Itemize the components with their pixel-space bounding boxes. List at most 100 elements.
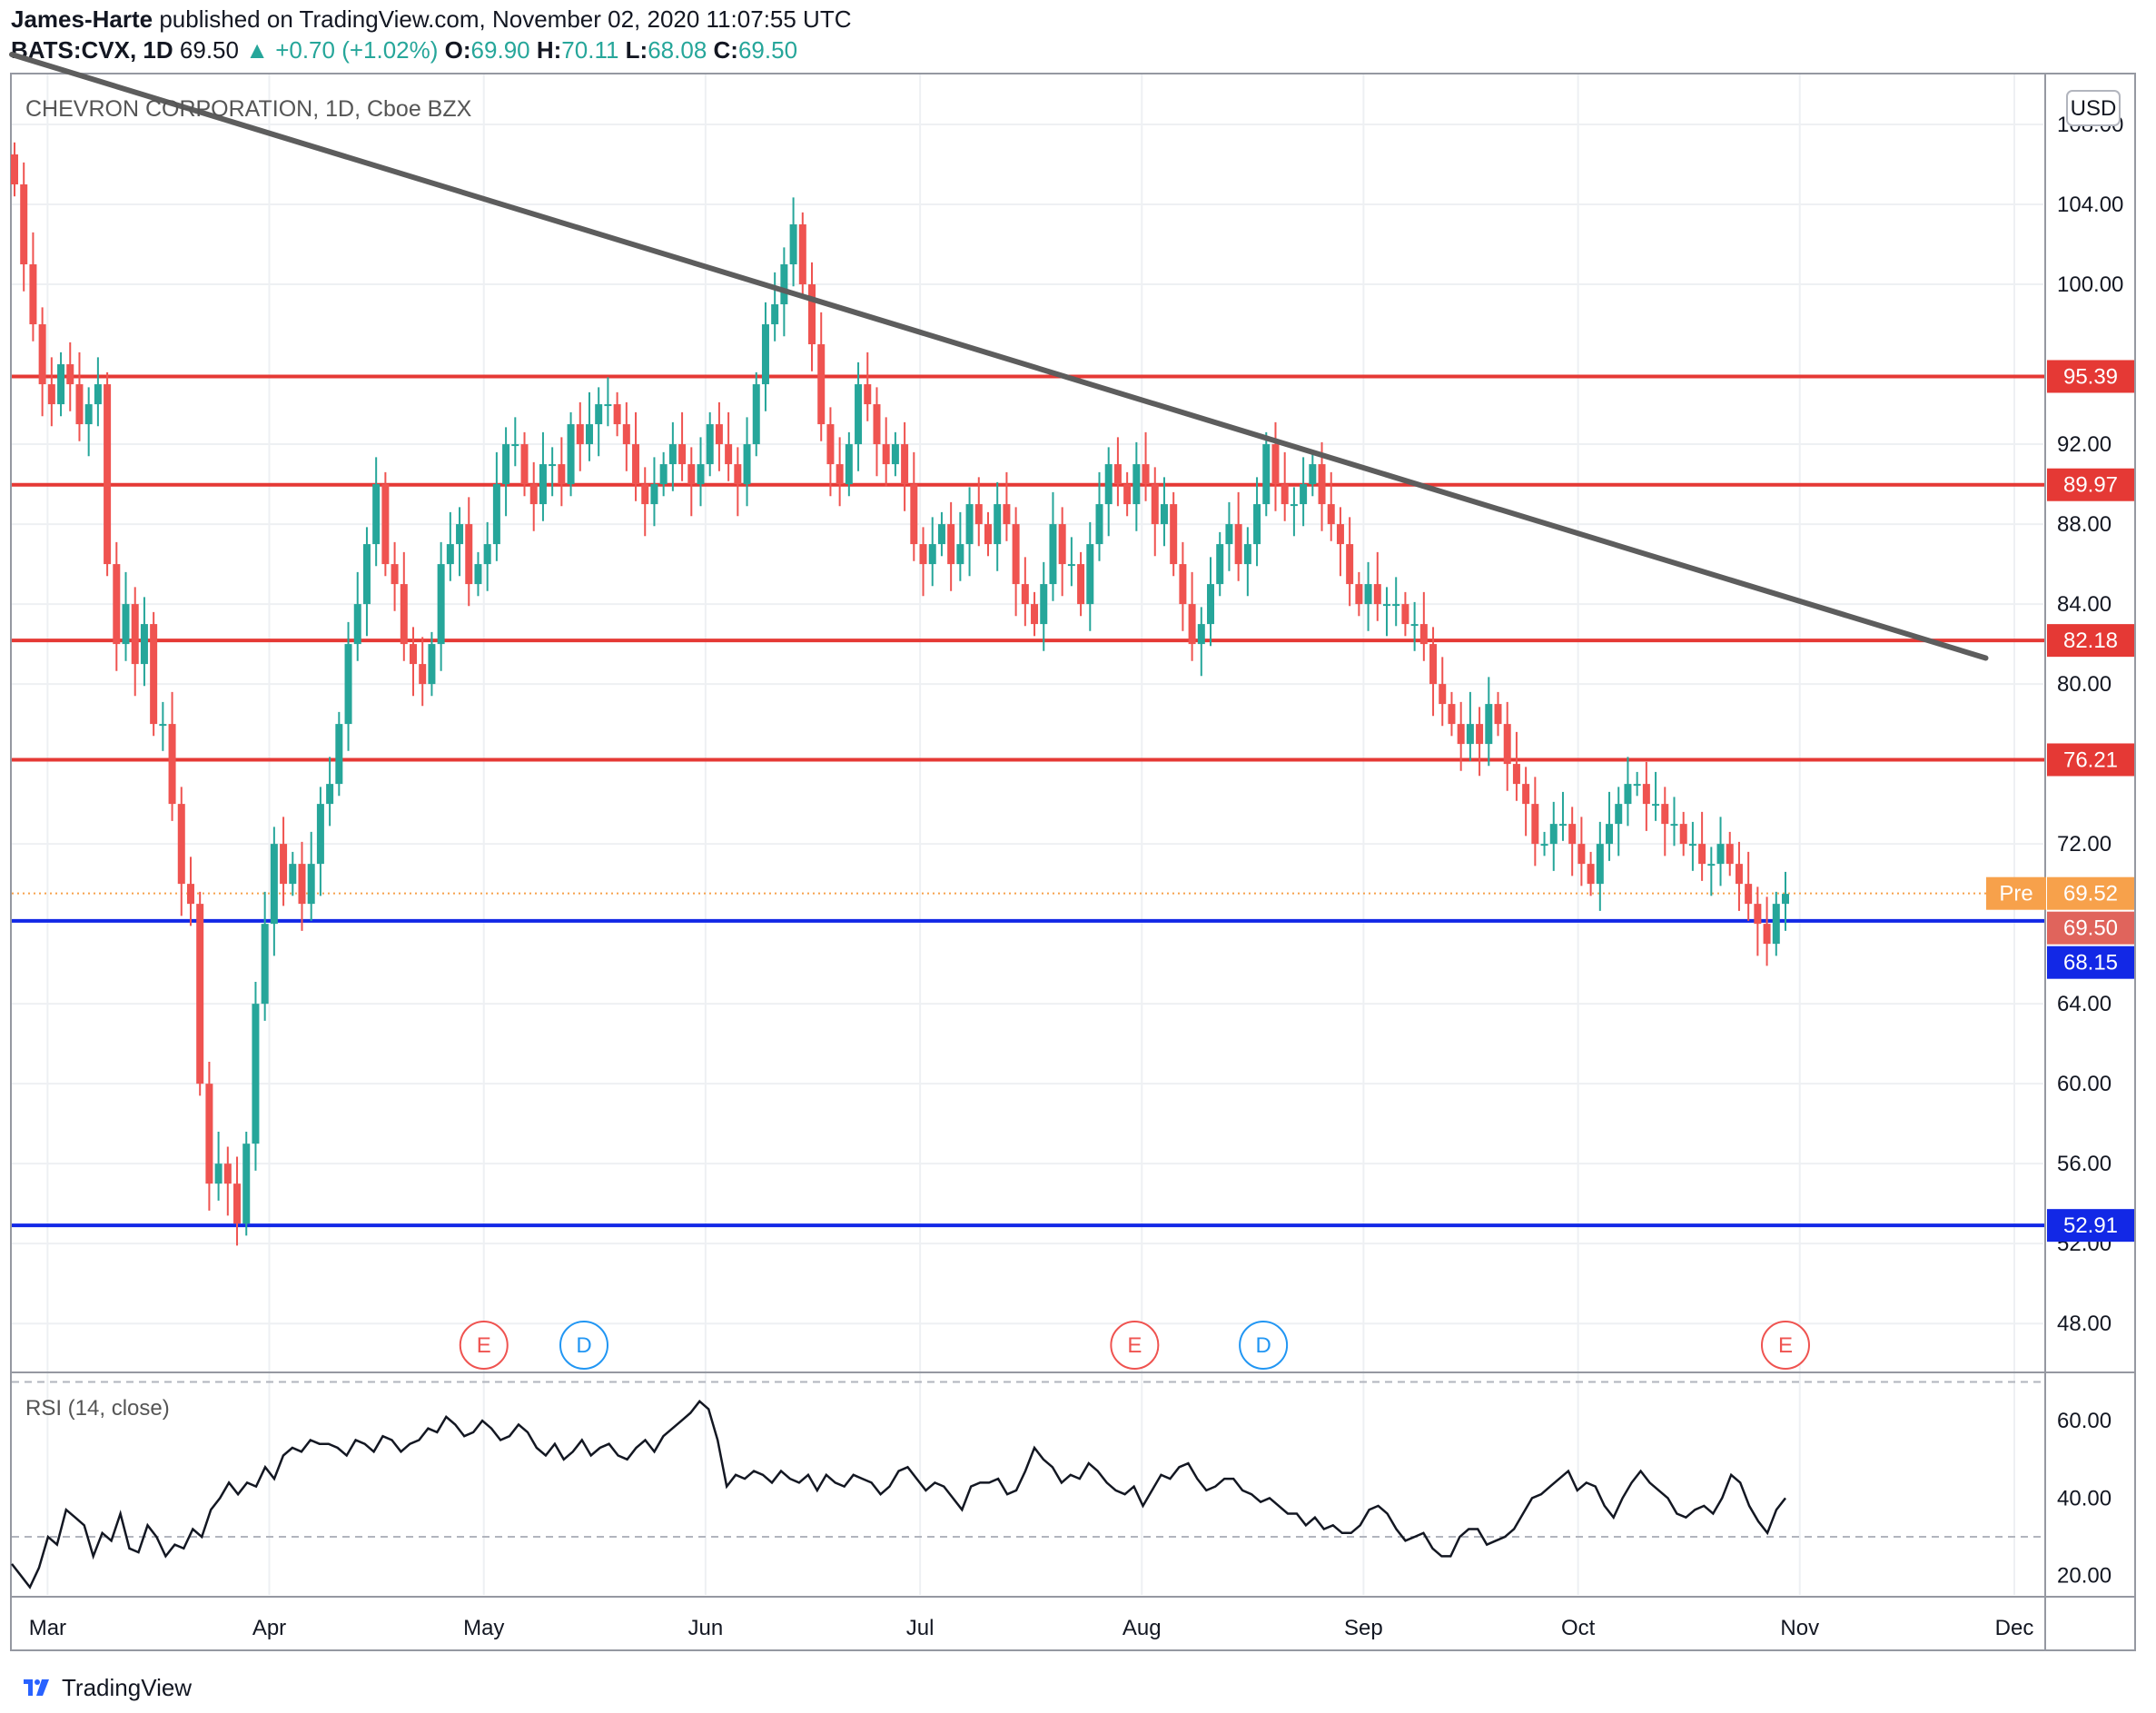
candle-body [668, 444, 677, 465]
candle [1188, 571, 1196, 661]
event-dividend-marker[interactable]: D [559, 1321, 608, 1370]
candle-body [456, 524, 464, 545]
candle [474, 551, 482, 597]
candle-body [845, 444, 853, 485]
price-axis-label: 64.00 [2057, 992, 2111, 1016]
high-value: 70.11 [561, 36, 619, 64]
change-arrow-icon: ▲ [245, 36, 269, 64]
candle [1281, 451, 1289, 521]
high-label: H: [536, 36, 562, 64]
time-axis-label: Oct [1561, 1616, 1596, 1640]
currency-button[interactable] [2066, 90, 2121, 126]
candle-body [558, 464, 566, 485]
candle [186, 856, 194, 926]
event-earnings-marker[interactable]: E [1761, 1321, 1810, 1370]
candle-body [1512, 764, 1520, 785]
candle [549, 447, 557, 497]
candle [1225, 501, 1233, 571]
candle [1104, 447, 1113, 537]
price-tag: 68.15 [2047, 946, 2134, 979]
candle [1309, 451, 1317, 497]
candle [678, 411, 687, 481]
candle-body [1763, 924, 1771, 945]
candle [1077, 551, 1085, 617]
candle-body [650, 484, 658, 505]
candle [20, 162, 28, 292]
candle [1058, 507, 1066, 597]
candle-body [622, 424, 630, 445]
candle [122, 571, 130, 661]
event-earnings-marker[interactable]: E [459, 1321, 509, 1370]
candle-body [75, 384, 84, 425]
candle-body [576, 424, 584, 445]
candle [1522, 767, 1530, 837]
candle-body [1439, 684, 1447, 705]
candle [428, 631, 436, 697]
candle-body [20, 184, 28, 265]
candle-body [1568, 824, 1577, 845]
candle-body [214, 1163, 223, 1184]
candle [1151, 467, 1159, 557]
time-axis-label: Nov [1780, 1616, 1819, 1640]
candle [419, 637, 427, 707]
pre-tag-bg [1986, 876, 2046, 910]
candle-body [1058, 524, 1066, 565]
candle [1754, 886, 1762, 956]
candle-body [1355, 584, 1363, 605]
candle-body [391, 564, 399, 585]
candle [558, 437, 566, 507]
candle [1003, 471, 1011, 541]
candle-body [956, 544, 964, 565]
candle-body [761, 324, 769, 385]
candle [131, 587, 139, 697]
candle [1373, 551, 1381, 621]
candle [919, 527, 927, 597]
candle-body [233, 1183, 242, 1224]
candle [29, 232, 37, 342]
candle [1123, 471, 1132, 517]
candle-body [410, 644, 418, 665]
candle [307, 831, 315, 921]
candle [1346, 517, 1354, 607]
candle-body [131, 604, 139, 665]
price-tag: 69.52 Pre [1986, 876, 2134, 910]
candle [1262, 431, 1271, 517]
candle-body [789, 224, 797, 265]
event-earnings-marker[interactable]: E [1110, 1321, 1160, 1370]
candle-body [400, 584, 408, 645]
candle [205, 1061, 213, 1211]
price-tag-bg [2047, 360, 2134, 393]
candle [1113, 437, 1122, 507]
candle [855, 361, 863, 471]
candle-body [641, 484, 649, 505]
candle [1170, 491, 1178, 577]
candle-body [1170, 504, 1178, 565]
footer-brand[interactable]: TradingView [62, 1673, 193, 1701]
candle-body [1485, 704, 1493, 745]
candle [316, 787, 324, 896]
candle-body [1382, 604, 1390, 607]
author-name[interactable]: James-Harte [11, 5, 153, 33]
rsi-label: RSI (14, close) [25, 1396, 170, 1421]
published-text: published on TradingView.com, November 0… [159, 5, 852, 33]
candle-body [1642, 784, 1650, 805]
candle-body [140, 624, 148, 665]
candle [1410, 601, 1419, 651]
tradingview-logo-icon [24, 1679, 49, 1696]
candle [1197, 607, 1205, 677]
candle [687, 447, 696, 517]
candle-body [1392, 604, 1400, 607]
close-value: 69.50 [737, 36, 798, 64]
time-axis-label: May [463, 1616, 504, 1640]
candle-body [1735, 864, 1743, 885]
candle [1587, 851, 1595, 896]
candle [937, 511, 945, 557]
candles[interactable] [11, 142, 1789, 1246]
event-dividend-marker[interactable]: D [1239, 1321, 1289, 1370]
rsi-pane [11, 1381, 2045, 1589]
candle-body [483, 544, 491, 565]
candle [1577, 817, 1586, 886]
candle [1160, 477, 1168, 547]
